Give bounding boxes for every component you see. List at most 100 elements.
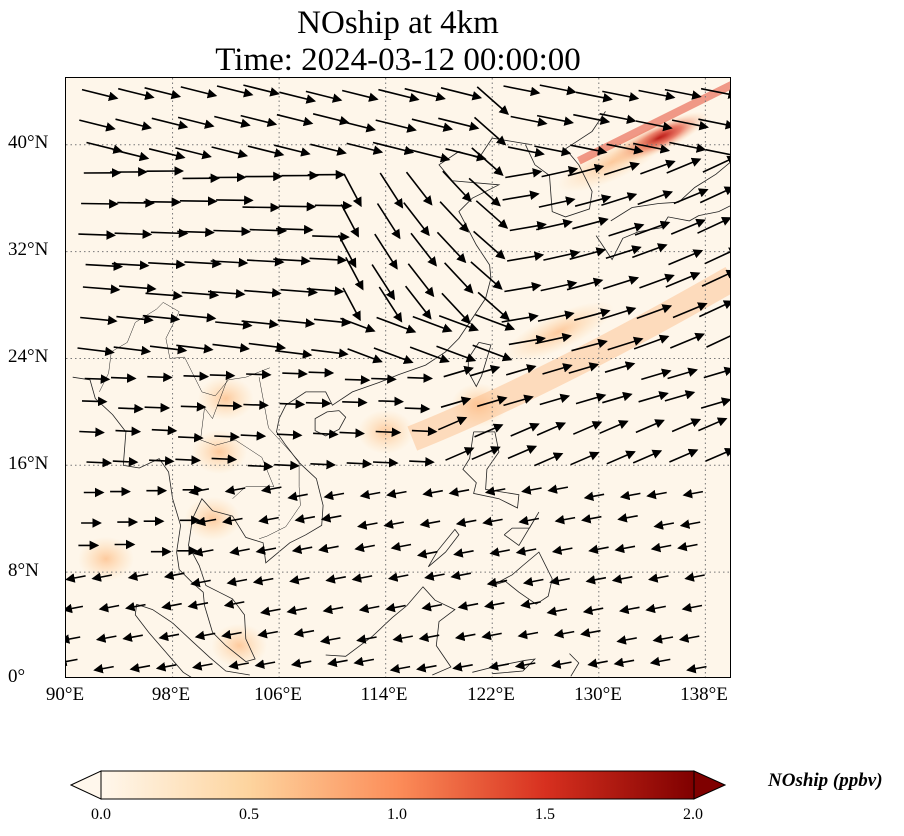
wind-arrow: [163, 570, 185, 581]
wind-arrow: [537, 310, 575, 322]
wind-arrow: [505, 168, 543, 179]
wind-arrow: [260, 606, 281, 616]
wind-arrow: [323, 490, 345, 501]
wind-arrow: [419, 518, 441, 528]
wind-arrow: [275, 224, 314, 235]
wind-arrow: [476, 86, 509, 115]
wind-arrow: [184, 258, 222, 269]
wind-arrow: [536, 114, 574, 126]
wind-arrow: [566, 277, 604, 291]
wind-arrow: [112, 457, 139, 467]
wind-arrow: [484, 600, 505, 610]
wind-arrow: [343, 173, 362, 208]
wind-arrow: [575, 91, 613, 103]
wind-arrow: [314, 200, 353, 211]
wind-arrow: [639, 273, 675, 289]
wind-arrow: [243, 400, 269, 410]
wind-arrow: [241, 319, 279, 329]
wind-arrow: [113, 345, 152, 356]
wind-arrow: [571, 338, 608, 352]
wind-arrow: [670, 218, 706, 235]
wind-arrow: [664, 88, 702, 100]
wind-arrow: [475, 200, 509, 229]
wind-arrow: [587, 658, 608, 668]
wind-arrow: [475, 314, 516, 331]
wind-arrow: [91, 572, 113, 582]
wind-arrow: [438, 314, 479, 332]
border-segment-0: [163, 302, 270, 397]
wind-arrow: [392, 633, 413, 643]
wind-arrow: [405, 171, 433, 206]
wind-arrow: [407, 263, 435, 298]
wind-arrow: [438, 117, 480, 131]
wind-arrow: [213, 226, 251, 237]
wind-arrow: [698, 300, 730, 318]
wind-arrow: [522, 576, 544, 587]
wind-arrow: [616, 635, 637, 645]
wind-arrow: [602, 275, 640, 290]
coastline-segment-14: [569, 653, 580, 677]
wind-arrow: [309, 255, 348, 265]
wind-arrow: [669, 141, 707, 153]
wind-arrow: [214, 115, 251, 128]
wind-arrow: [441, 292, 471, 325]
wind-arrow: [289, 575, 310, 585]
wind-arrow: [437, 416, 468, 431]
border-segment-2: [258, 377, 301, 540]
wind-arrow: [252, 575, 274, 586]
wind-arrow: [422, 488, 443, 498]
wind-arrow: [517, 629, 539, 640]
lat-tick-16n: 16°N: [8, 453, 49, 474]
wind-arrow: [150, 228, 189, 239]
wind-arrow: [439, 201, 469, 233]
map-panel: [65, 77, 731, 678]
wind-arrow: [553, 628, 575, 639]
wind-arrow: [666, 157, 702, 174]
wind-arrow: [632, 449, 663, 464]
wind-arrow: [158, 631, 180, 642]
wind-arrow: [510, 115, 548, 127]
coastline-segment-7: [492, 551, 553, 605]
wind-arrow: [211, 454, 238, 464]
wind-arrow: [119, 283, 157, 294]
wind-arrow: [155, 662, 177, 672]
wind-arrow: [436, 231, 467, 264]
wind-arrow: [280, 287, 318, 297]
wind-arrow: [547, 484, 569, 494]
wind-arrow: [279, 91, 317, 104]
wind-arrow: [518, 515, 540, 526]
wind-arrow: [81, 199, 119, 209]
wind-arrow: [274, 144, 311, 157]
wind-arrow: [175, 147, 212, 160]
wind-arrow: [638, 391, 669, 403]
wind-arrow: [79, 119, 116, 132]
wind-arrow: [476, 395, 508, 408]
wind-arrow: [257, 628, 278, 639]
wind-arrow: [353, 656, 375, 667]
wind-arrow: [698, 118, 730, 130]
lat-tick-32n: 32°N: [8, 239, 49, 260]
wind-arrow: [671, 418, 702, 433]
wind-arrow: [122, 632, 143, 642]
wind-arrow: [677, 541, 698, 552]
wind-arrow: [468, 177, 501, 207]
wind-arrow: [684, 572, 705, 582]
wind-arrow: [477, 291, 510, 321]
wind-arrow: [588, 544, 609, 555]
wind-arrow: [161, 601, 182, 611]
wind-arrow: [410, 232, 437, 267]
wind-arrow: [81, 88, 119, 102]
wind-arrow: [575, 392, 607, 405]
wind-arrow: [290, 658, 312, 668]
coastline-segment-11: [136, 603, 250, 676]
wind-arrow: [611, 574, 633, 584]
lon-tick-130e: 130°E: [574, 684, 622, 705]
wind-arrow: [373, 347, 414, 364]
wind-arrow: [653, 520, 675, 530]
wind-arrow: [581, 514, 602, 524]
wind-arrow: [521, 485, 542, 495]
wind-arrow: [602, 391, 633, 404]
wind-arrow: [318, 543, 339, 554]
wind-arrow: [178, 432, 204, 443]
wind-arrow: [277, 318, 316, 328]
